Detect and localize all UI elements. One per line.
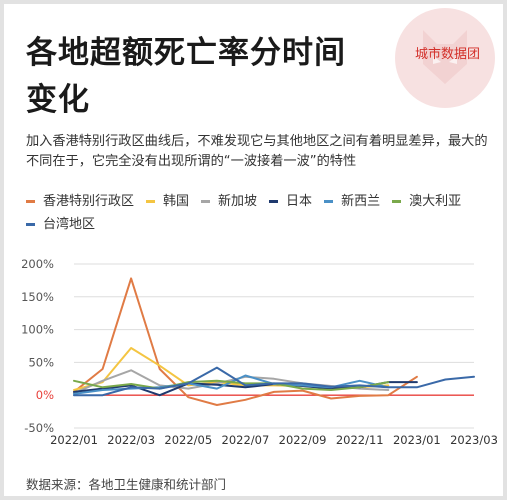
legend-item: 新加坡 — [201, 190, 257, 209]
x-tick-label: 2022/01 — [50, 433, 98, 447]
legend-item: 台湾地区 — [26, 213, 95, 232]
series-line — [73, 277, 418, 406]
x-tick-label: 2023/01 — [393, 433, 441, 447]
data-source: 数据来源：各地卫生健康和统计部门 — [26, 477, 227, 492]
chart-legend: 香港特别行政区 韩国 新加坡 日本 新西兰 澳大利亚台湾地区 — [26, 190, 496, 236]
legend-swatch — [26, 223, 35, 226]
title-line-1: 各地超额死亡率分时间 — [26, 35, 346, 71]
fox-logo-icon — [423, 30, 467, 84]
x-tick-label: 2022/07 — [222, 433, 270, 447]
legend-item: 新西兰 — [324, 190, 380, 209]
legend-swatch — [146, 200, 156, 203]
legend-item: 韩国 — [146, 190, 189, 209]
legend-swatch — [392, 200, 402, 203]
brand-logo: 城市数据团 — [395, 8, 495, 108]
legend-label: 日本 — [286, 194, 313, 209]
chart-description: 加入香港特别行政区曲线后，不难发现它与其他地区之间有着明显差异，最大的不同在于，… — [26, 134, 488, 169]
y-tick-label: 0% — [36, 388, 54, 402]
legend-label: 新加坡 — [218, 194, 258, 209]
legend-item: 日本 — [269, 190, 312, 209]
y-tick-label: -50% — [24, 421, 54, 435]
y-tick-label: 200% — [21, 257, 54, 271]
legend-label: 新西兰 — [341, 194, 381, 209]
title-line-2: 变化 — [26, 82, 90, 118]
series-line — [73, 347, 390, 391]
legend-label: 韩国 — [163, 194, 190, 209]
x-tick-label: 2022/03 — [107, 433, 155, 447]
legend-label: 香港特别行政区 — [43, 194, 135, 209]
legend-swatch — [26, 200, 35, 203]
y-tick-label: 150% — [21, 290, 54, 304]
legend-item: 澳大利亚 — [392, 190, 461, 209]
y-tick-label: 50% — [28, 355, 54, 369]
brand-logo-text: 城市数据团 — [414, 47, 480, 62]
line-chart: -50% 0% 50% 100% 150% 200% 2022/01 2022/03 2022/… — [21, 257, 498, 447]
series-line — [73, 379, 390, 391]
x-tick-label: 2022/09 — [279, 433, 327, 447]
legend-label: 台湾地区 — [43, 217, 96, 232]
legend-swatch — [201, 200, 211, 203]
legend-swatch — [269, 200, 279, 203]
legend-swatch — [324, 200, 334, 203]
x-tick-label: 2023/03 — [450, 433, 498, 447]
legend-item: 香港特别行政区 — [26, 190, 134, 209]
page-title: 各地超额死亡率分时间 变化 — [26, 30, 356, 124]
x-tick-label: 2022/11 — [336, 433, 384, 447]
y-tick-label: 100% — [21, 323, 54, 337]
legend-label: 澳大利亚 — [409, 194, 462, 209]
series-line — [73, 366, 475, 397]
x-tick-label: 2022/05 — [164, 433, 212, 447]
